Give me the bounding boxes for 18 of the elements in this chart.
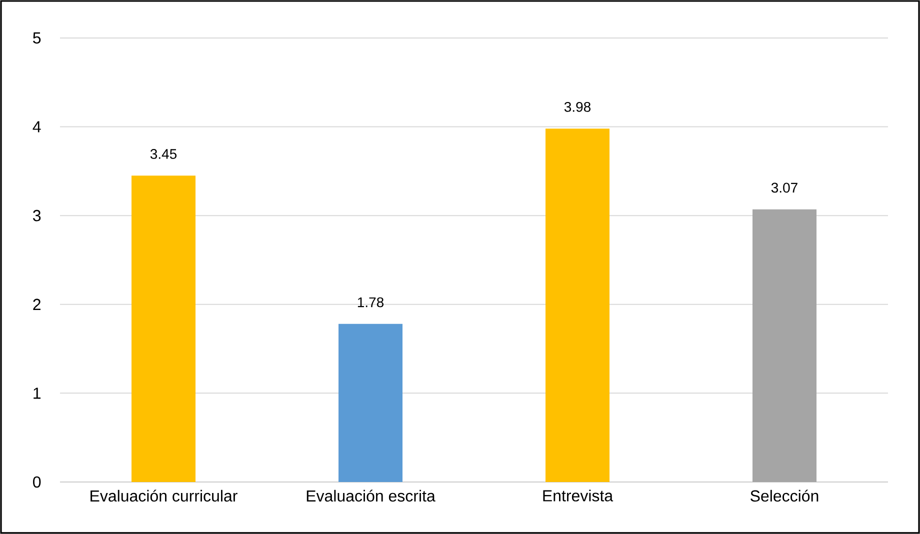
bar [338,324,403,482]
x-tick-label: Selección [750,490,818,502]
bar [132,176,196,482]
x-tick-label: Entrevista [543,490,614,502]
bar [752,209,816,482]
y-tick-label: 1 [34,388,41,399]
data-label: 3.07 [771,182,798,193]
x-tick-label: Evaluación escrita [306,490,436,502]
bar [546,128,610,482]
data-label: 1.78 [358,297,384,308]
data-label: 3.45 [150,149,177,159]
y-tick-label: 4 [32,121,41,132]
y-tick-label: 0 [33,476,41,488]
y-tick-label: 2 [33,298,40,310]
data-label: 3.98 [564,102,591,112]
y-tick-label: 3 [33,210,41,222]
x-tick-label: Evaluación curricular [90,490,238,502]
y-tick-label: 5 [33,32,41,44]
